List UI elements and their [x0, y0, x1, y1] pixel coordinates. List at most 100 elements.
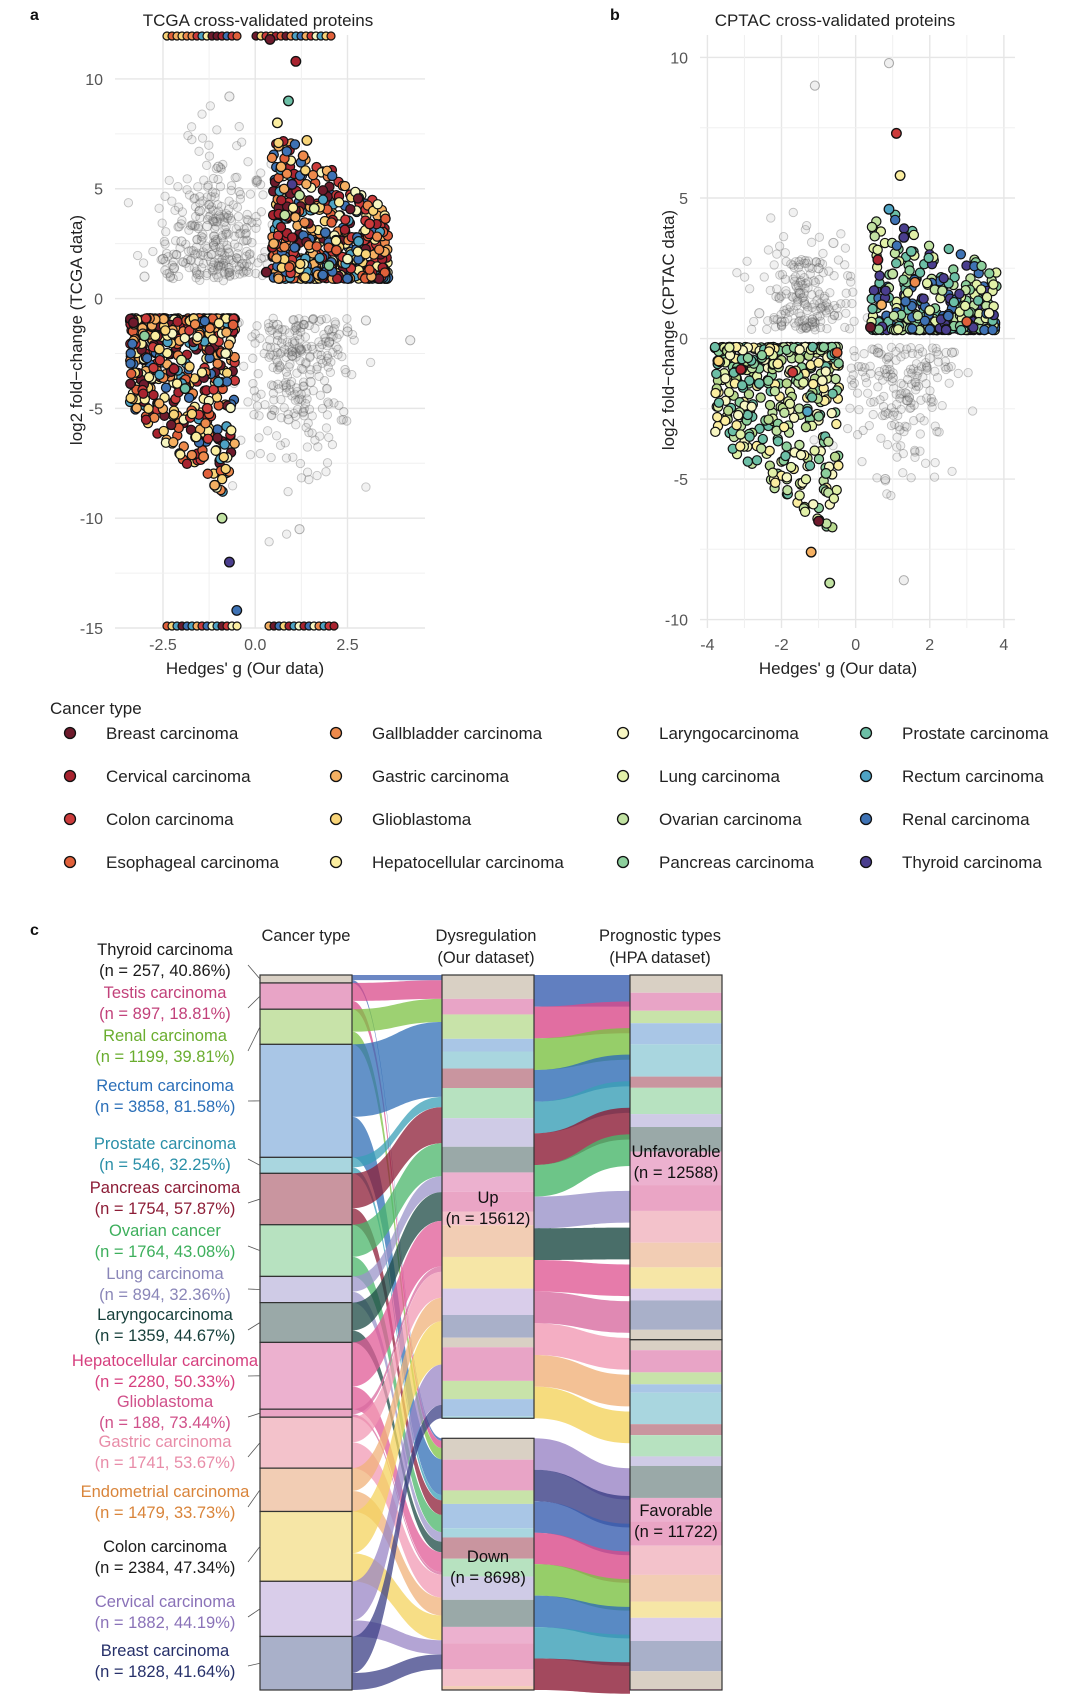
cptac-background-point	[816, 302, 826, 313]
cptac-background-point	[807, 319, 818, 330]
cptac-background-point	[793, 317, 804, 327]
cptac-highlighted-point	[709, 341, 721, 353]
tcga-point-not-validated	[168, 262, 180, 273]
cptac-highlighted-point	[923, 252, 934, 264]
tcga-background-point	[294, 314, 304, 324]
tcga-background-point	[323, 353, 333, 363]
cptac-background-point	[789, 262, 799, 273]
cptac-point-up	[894, 170, 906, 181]
cptac-highlighted-point	[813, 453, 825, 465]
cptac-background-point	[888, 368, 898, 378]
tcga-highlighted-point	[284, 261, 295, 273]
tcga-background-point	[213, 260, 224, 270]
cancer-type-count: (n = 1754, 57.87%)	[95, 1200, 236, 1218]
cptac-highlighted-point	[784, 398, 796, 409]
cptac-background-point	[922, 393, 932, 403]
tcga-background-point	[218, 276, 229, 286]
tcga-highlighted-point	[202, 468, 213, 479]
tcga-background-point	[263, 426, 273, 436]
cptac-background-point	[891, 346, 901, 357]
cancer-type-count: (n = 897, 18.81%)	[99, 1005, 231, 1023]
cptac-highlighted-point	[710, 426, 721, 438]
tcga-background-point	[226, 216, 237, 226]
cptac-background-point	[886, 420, 897, 431]
cptac-background-point	[846, 375, 857, 385]
tcga-background-point	[290, 325, 300, 336]
cptac-background-point	[902, 389, 912, 399]
tcga-background-point	[302, 467, 313, 477]
prognosis-unfavorable-stripe	[630, 1151, 722, 1186]
tcga-background-point	[168, 257, 179, 267]
cptac-background-point	[909, 415, 919, 426]
cptac-highlighted-point	[769, 386, 781, 397]
tcga-background-point	[186, 245, 196, 256]
tcga-background-point	[242, 235, 252, 245]
cancer-type-stratum	[259, 1341, 353, 1410]
cptac-background-point	[816, 304, 826, 314]
alluvial-flow	[352, 1364, 442, 1621]
tcga-background-point	[316, 354, 326, 365]
cptac-background-point	[937, 401, 947, 411]
cptac-point-up	[883, 203, 895, 215]
cptac-background-point	[812, 311, 823, 322]
tcga-background-point	[208, 238, 219, 248]
cancer-type-stratum	[259, 1416, 353, 1469]
flows-dysregulation-to-prognosis	[534, 975, 630, 1694]
tcga-background-point	[296, 323, 306, 333]
alluvial-flow	[352, 1321, 442, 1554]
cptac-background-point	[802, 302, 813, 312]
tcga-highlighted-point	[304, 195, 315, 206]
tcga-background-point	[269, 405, 280, 416]
cancer-type-label: Pancreas carcinoma	[90, 1179, 241, 1197]
alluvial-flow	[352, 1220, 442, 1387]
tcga-background-point	[241, 228, 251, 238]
cptac-background-point	[795, 260, 805, 270]
tcga-background-point	[284, 342, 294, 352]
tcga-background-point	[322, 383, 332, 394]
cptac-background-point	[801, 323, 812, 334]
tcga-background-point	[256, 207, 267, 217]
prognosis-unfavorable-stripe	[630, 1329, 722, 1340]
tcga-highlighted-point	[131, 402, 142, 414]
legend-marker	[616, 769, 630, 783]
prognosis-favorable-label-count: (n = 11722)	[634, 1523, 718, 1541]
tcga-background-point	[201, 241, 211, 251]
tcga-background-point	[223, 210, 234, 221]
tcga-background-point	[308, 313, 318, 324]
cptac-background-point	[893, 410, 903, 421]
dysregulation-down-stripe	[442, 1528, 534, 1538]
cancer-type-legend: Cancer type Breast carcinoma Cervical car…	[50, 699, 1049, 872]
tcga-background-point	[250, 338, 260, 348]
cptac-highlighted-point	[984, 268, 995, 279]
tcga-background-point	[232, 141, 242, 151]
tcga-point-up	[264, 33, 276, 45]
cptac-point-down	[805, 546, 817, 558]
cptac-point-not-validated	[872, 347, 883, 358]
legend-label: Gallbladder carcinoma	[372, 724, 543, 743]
tcga-background-point	[197, 133, 208, 143]
legend-marker	[859, 855, 873, 869]
cptac-highlighted-point	[830, 373, 841, 385]
tcga-background-point	[215, 162, 226, 173]
cptac-background-point	[914, 343, 925, 354]
tcga-background-point	[234, 121, 244, 132]
tcga-background-point	[190, 202, 201, 212]
cptac-background-point	[861, 378, 872, 388]
cptac-background-point	[806, 237, 817, 247]
tcga-background-point	[291, 321, 302, 331]
cptac-y-tick-label: 5	[679, 191, 688, 208]
dysregulation-up-stripe	[442, 1211, 534, 1226]
tcga-background-point	[213, 264, 223, 274]
tcga-background-point	[281, 367, 292, 377]
cptac-background-point	[927, 343, 938, 353]
cptac-background-point	[798, 316, 808, 326]
tcga-background-point	[235, 189, 246, 200]
prognosis-favorable-stripe	[630, 1521, 722, 1546]
tcga-background-point	[278, 334, 288, 344]
tcga-background-point	[281, 352, 291, 363]
cptac-background-point	[848, 287, 858, 297]
tcga-point-up	[283, 95, 294, 107]
panel-label-a: a	[30, 7, 39, 24]
cptac-highlighted-point	[943, 243, 954, 255]
tcga-background-point	[255, 333, 265, 343]
